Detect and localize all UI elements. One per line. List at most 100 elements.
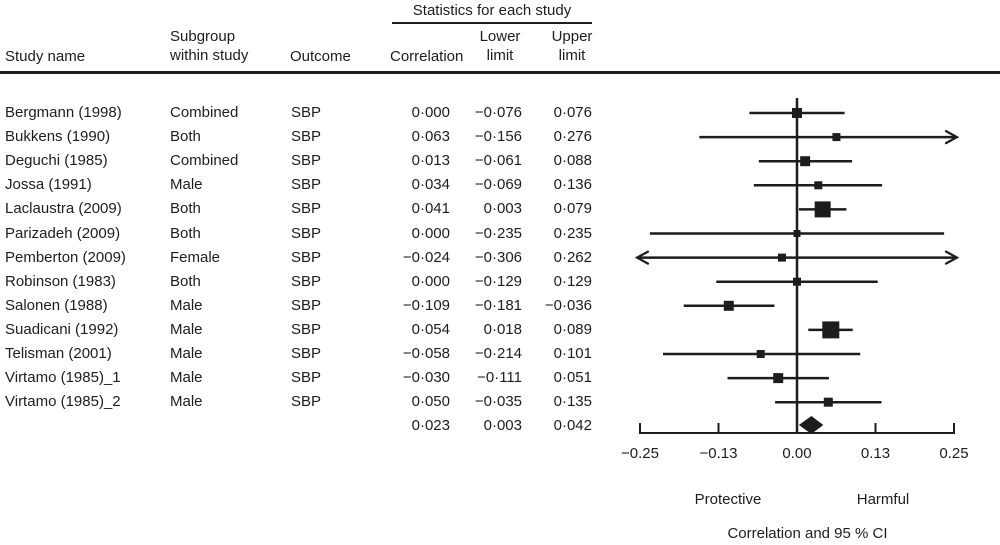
harmful-label: Harmful [856,491,910,508]
cell-correlation: −0·058 [402,345,450,362]
cell-lower-limit: −0·069 [474,176,522,194]
cell-upper-limit: 0·235 [553,224,592,242]
cell-subgroup: Combined [170,104,239,121]
column-header-lower-line1: Lower [479,28,521,45]
column-header-outcome: Outcome [290,48,351,65]
cell-lower-limit: −0·235 [474,224,522,242]
cell-correlation: −0·024 [402,248,450,266]
cell-outcome: SBP [290,200,321,218]
cell-correlation: 0·054 [411,320,450,338]
cell-summary-upper-limit: 0·042 [553,417,592,435]
cell-upper-limit: −0·036 [544,296,592,314]
column-header-lower-limit: Lower limit [470,27,530,65]
point-estimate-square [723,300,734,311]
cell-upper-limit: 0·135 [553,393,592,411]
cell-study-name: Salonen (1988) [5,296,108,314]
cell-upper-limit: 0·089 [553,320,592,338]
ci-arrow-right [944,250,960,265]
table-summary-row: 0·023 0·003 0·042 [0,414,640,438]
point-estimate-square [773,373,784,384]
cell-correlation: 0·063 [411,128,450,146]
table-row: Bukkens (1990) Both SBP 0·063 −0·156 0·276 [0,125,640,149]
cell-upper-limit: 0·079 [553,200,592,218]
table-row: Salonen (1988) Male SBP −0·109 −0·181 −0·036 [0,294,640,318]
cell-outcome: SBP [290,152,321,170]
cell-correlation: −0·109 [402,296,450,314]
column-header-lower-line2: limit [486,47,514,64]
cell-study-name: Virtamo (1985)_2 [5,393,121,411]
cell-study-name: Bergmann (1998) [5,104,122,121]
plot-caption: Correlation and 95 % CI [727,525,888,542]
cell-study-name: Virtamo (1985)_1 [5,369,121,387]
cell-outcome: SBP [290,369,321,387]
cell-subgroup: Female [170,248,221,266]
x-axis-tick-label: 0.00 [782,445,811,462]
point-estimate-square [793,277,801,286]
cell-subgroup: Male [170,369,203,387]
table-row: Suadicani (1992) Male SBP 0·054 0·018 0·089 [0,318,640,342]
cell-lower-limit: −0·111 [477,369,522,387]
column-header-upper-limit: Upper limit [542,27,602,65]
cell-outcome: SBP [290,320,321,338]
column-header-correlation: Correlation [390,48,464,65]
cell-lower-limit: −0·061 [474,152,522,170]
cell-study-name: Deguchi (1985) [5,152,108,170]
cell-upper-limit: 0·136 [553,176,592,194]
cell-subgroup: Both [170,272,201,290]
cell-study-name: Parizadeh (2009) [5,224,121,242]
cell-lower-limit: 0·018 [483,320,522,338]
cell-study-name: Telisman (2001) [5,345,112,362]
cell-subgroup: Male [170,176,203,194]
x-axis-tick-label: 0.25 [939,445,968,462]
cell-lower-limit: 0·003 [483,200,522,218]
cell-lower-limit: −0·306 [474,248,522,266]
cell-outcome: SBP [290,176,321,194]
cell-correlation: 0·000 [411,272,450,290]
column-header-subgroup-line2: within study [170,47,249,64]
ci-arrow-left [634,250,650,265]
column-header-subgroup: Subgroup within study [170,27,248,65]
cell-study-name: Laclaustra (2009) [5,200,122,218]
table-row: Pemberton (2009) Female SBP −0·024 −0·306 0·2… [0,246,640,270]
table-row: Deguchi (1985) Combined SBP 0·013 −0·061 0·08… [0,149,640,173]
cell-lower-limit: −0·214 [474,345,522,362]
table-row: Laclaustra (2009) Both SBP 0·041 0·003 0·079 [0,197,640,221]
point-estimate-square [822,321,840,339]
cell-upper-limit: 0·101 [553,345,592,362]
protective-label: Protective [694,491,762,508]
cell-study-name: Bukkens (1990) [5,128,111,146]
ci-arrow-right [944,130,960,145]
point-estimate-square [800,156,811,167]
cell-lower-limit: −0·076 [474,104,522,121]
cell-upper-limit: 0·129 [553,272,592,290]
cell-subgroup: Both [170,200,201,218]
stats-group-underline [392,22,592,24]
cell-subgroup: Both [170,224,201,242]
point-estimate-square [832,133,841,142]
column-header-study-name: Study name [5,48,86,65]
point-estimate-square [792,108,802,118]
table-row: Robinson (1983) Both SBP 0·000 −0·129 0·129 [0,270,640,294]
header-rule [0,71,1000,74]
cell-outcome: SBP [290,296,321,314]
cell-lower-limit: −0·035 [474,393,522,411]
point-estimate-square [814,181,823,190]
cell-lower-limit: −0·129 [474,272,522,290]
cell-outcome: SBP [290,345,321,362]
cell-subgroup: Male [170,296,203,314]
cell-subgroup: Combined [170,152,239,170]
table-row: Parizadeh (2009) Both SBP 0·000 −0·235 0·235 [0,222,640,246]
cell-upper-limit: 0·262 [553,248,592,266]
x-axis-tick-label: −0.25 [621,445,659,462]
table-row: Virtamo (1985)_1 Male SBP −0·030 −0·111 0·051 [0,366,640,390]
cell-upper-limit: 0·051 [553,369,592,387]
table-row: Bergmann (1998) Combined SBP 0·000 −0·076 0·0… [0,101,640,125]
x-axis-tick-label: −0.13 [700,445,738,462]
summary-diamond [798,416,824,434]
cell-subgroup: Male [170,320,203,338]
cell-subgroup: Male [170,393,203,411]
cell-study-name: Pemberton (2009) [5,248,126,266]
point-estimate-square [793,230,801,237]
